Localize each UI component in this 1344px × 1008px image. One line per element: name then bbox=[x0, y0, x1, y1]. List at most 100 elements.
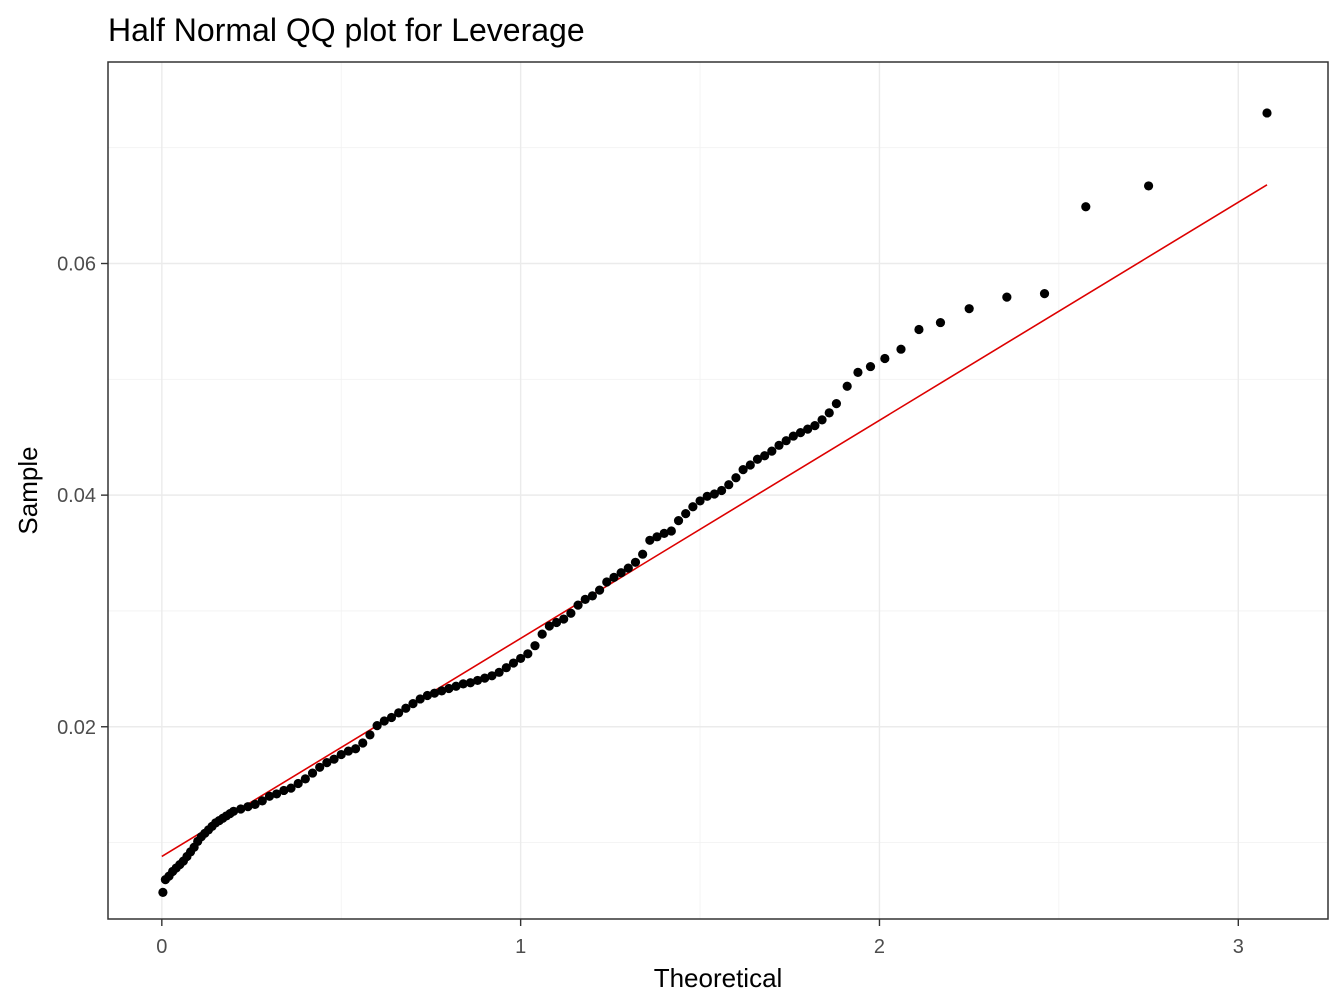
data-point bbox=[666, 526, 676, 536]
data-point bbox=[516, 653, 526, 664]
data-point bbox=[630, 557, 641, 567]
data-point bbox=[544, 621, 554, 631]
data-point bbox=[638, 549, 648, 559]
data-point bbox=[279, 785, 289, 796]
data-point bbox=[752, 454, 763, 464]
data-point bbox=[408, 698, 418, 709]
data-point bbox=[286, 783, 296, 793]
data-point bbox=[681, 509, 691, 519]
data-point bbox=[788, 431, 798, 441]
data-point bbox=[738, 465, 748, 475]
data-point bbox=[767, 446, 777, 456]
data-point bbox=[444, 683, 454, 694]
data-point bbox=[272, 789, 282, 799]
data-point bbox=[724, 480, 734, 490]
data-point bbox=[487, 671, 497, 681]
data-point bbox=[659, 528, 669, 538]
data-point bbox=[415, 694, 425, 704]
data-point bbox=[437, 686, 447, 696]
data-point bbox=[1143, 181, 1154, 191]
data-points bbox=[158, 108, 1272, 897]
x-tick-label: 3 bbox=[1233, 936, 1244, 958]
data-point bbox=[530, 641, 540, 651]
data-point bbox=[329, 754, 339, 764]
data-point bbox=[472, 675, 483, 686]
data-point bbox=[716, 485, 727, 496]
data-point bbox=[508, 658, 519, 668]
x-tick-label: 1 bbox=[515, 936, 526, 958]
data-point bbox=[566, 608, 576, 618]
data-point bbox=[523, 649, 533, 659]
data-point bbox=[336, 749, 346, 760]
x-tick-label: 0 bbox=[156, 936, 167, 958]
data-point bbox=[964, 304, 974, 314]
data-point bbox=[853, 367, 863, 377]
data-point bbox=[609, 572, 619, 582]
y-tick-label: 0.02 bbox=[57, 717, 96, 739]
chart-title: Half Normal QQ plot for Leverage bbox=[108, 12, 585, 48]
y-axis-title: Sample bbox=[13, 446, 43, 534]
data-point bbox=[429, 688, 440, 698]
data-point bbox=[1002, 292, 1012, 302]
data-point bbox=[480, 673, 490, 683]
data-point bbox=[1262, 108, 1272, 118]
data-point bbox=[1081, 202, 1091, 212]
data-point bbox=[350, 744, 361, 754]
data-point bbox=[810, 421, 820, 431]
data-point bbox=[250, 799, 260, 809]
data-point bbox=[158, 887, 168, 897]
data-point bbox=[594, 585, 605, 595]
y-tick-label: 0.06 bbox=[57, 254, 96, 276]
data-point bbox=[865, 361, 876, 372]
data-point bbox=[315, 762, 325, 772]
data-point bbox=[623, 563, 633, 573]
data-point bbox=[602, 577, 612, 587]
data-point bbox=[824, 408, 834, 418]
data-point bbox=[394, 708, 404, 718]
data-point bbox=[688, 502, 698, 512]
data-point bbox=[300, 774, 310, 784]
data-point bbox=[880, 353, 890, 364]
data-point bbox=[322, 758, 332, 768]
data-point bbox=[587, 591, 598, 601]
data-point bbox=[1039, 289, 1050, 299]
y-tick-label: 0.04 bbox=[57, 485, 96, 507]
data-point bbox=[494, 667, 504, 677]
data-point bbox=[817, 415, 827, 425]
data-point bbox=[401, 703, 411, 713]
data-point bbox=[228, 806, 239, 816]
data-point bbox=[465, 678, 476, 688]
data-point bbox=[573, 600, 583, 610]
data-point bbox=[343, 746, 354, 756]
y-axis: 0.02 0.04 0.06 bbox=[57, 254, 108, 739]
data-point bbox=[695, 496, 705, 506]
data-point bbox=[580, 594, 590, 604]
x-tick-label: 2 bbox=[874, 936, 885, 958]
data-point bbox=[745, 460, 755, 470]
data-point bbox=[803, 424, 813, 434]
plot-area bbox=[107, 61, 1329, 920]
data-point bbox=[243, 802, 253, 812]
data-point bbox=[551, 617, 562, 628]
data-point bbox=[896, 344, 906, 354]
data-point bbox=[372, 720, 382, 731]
data-point bbox=[709, 489, 720, 499]
data-point bbox=[774, 440, 784, 450]
data-point bbox=[652, 532, 662, 542]
data-point bbox=[616, 568, 626, 578]
x-axis-title: Theoretical bbox=[654, 963, 783, 993]
x-axis: 0 1 2 3 bbox=[156, 919, 1244, 958]
data-point bbox=[673, 516, 684, 526]
data-point bbox=[935, 317, 946, 328]
data-point bbox=[795, 427, 806, 438]
data-point bbox=[365, 730, 375, 740]
data-point bbox=[264, 791, 275, 801]
data-point bbox=[458, 679, 468, 689]
data-point bbox=[257, 796, 267, 806]
data-point bbox=[358, 738, 368, 748]
panel-border bbox=[107, 61, 1329, 920]
data-point bbox=[501, 663, 511, 673]
gridlines bbox=[108, 62, 1328, 919]
data-point bbox=[537, 629, 547, 639]
data-point bbox=[451, 681, 461, 691]
